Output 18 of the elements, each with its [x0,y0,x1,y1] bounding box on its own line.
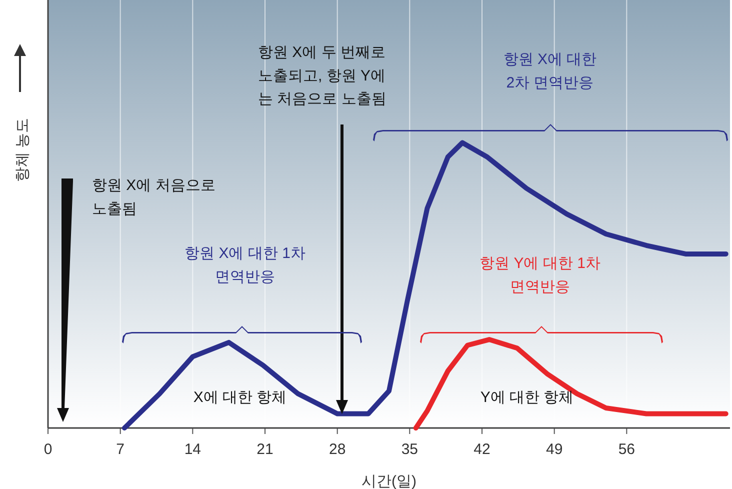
series-label: Y에 대한 항체 [480,389,574,406]
x-tick-label: 35 [401,441,418,458]
x-tick-label: 49 [546,441,563,458]
x-tick-label: 28 [328,441,346,458]
annotation: 항원 X에 처음으로 노출됨 [92,177,216,218]
annotation: 항원 Y에 대한 1차 면역반응 [480,255,600,296]
text: 항원 X에 대한 2차 면역반응 [503,51,597,92]
x-tick-label: 56 [618,441,636,458]
x-tick-label: 0 [44,441,52,458]
x-axis-title: 시간(일) [362,473,416,489]
y-axis-title: 항체 농도 [14,118,31,182]
text: 항원 X에 두 번째로 노출되고, 항원 Y에 는 처음으로 노출됨 [258,44,386,108]
x-tick-label: 21 [256,441,274,458]
series-label: X에 대한 항체 [193,389,287,406]
x-tick-label: 7 [116,441,125,458]
x-tick-label: 14 [184,441,202,458]
annotation: 항원 X에 대한 1차 면역반응 [184,245,306,286]
x-tick-label: 42 [474,441,490,458]
